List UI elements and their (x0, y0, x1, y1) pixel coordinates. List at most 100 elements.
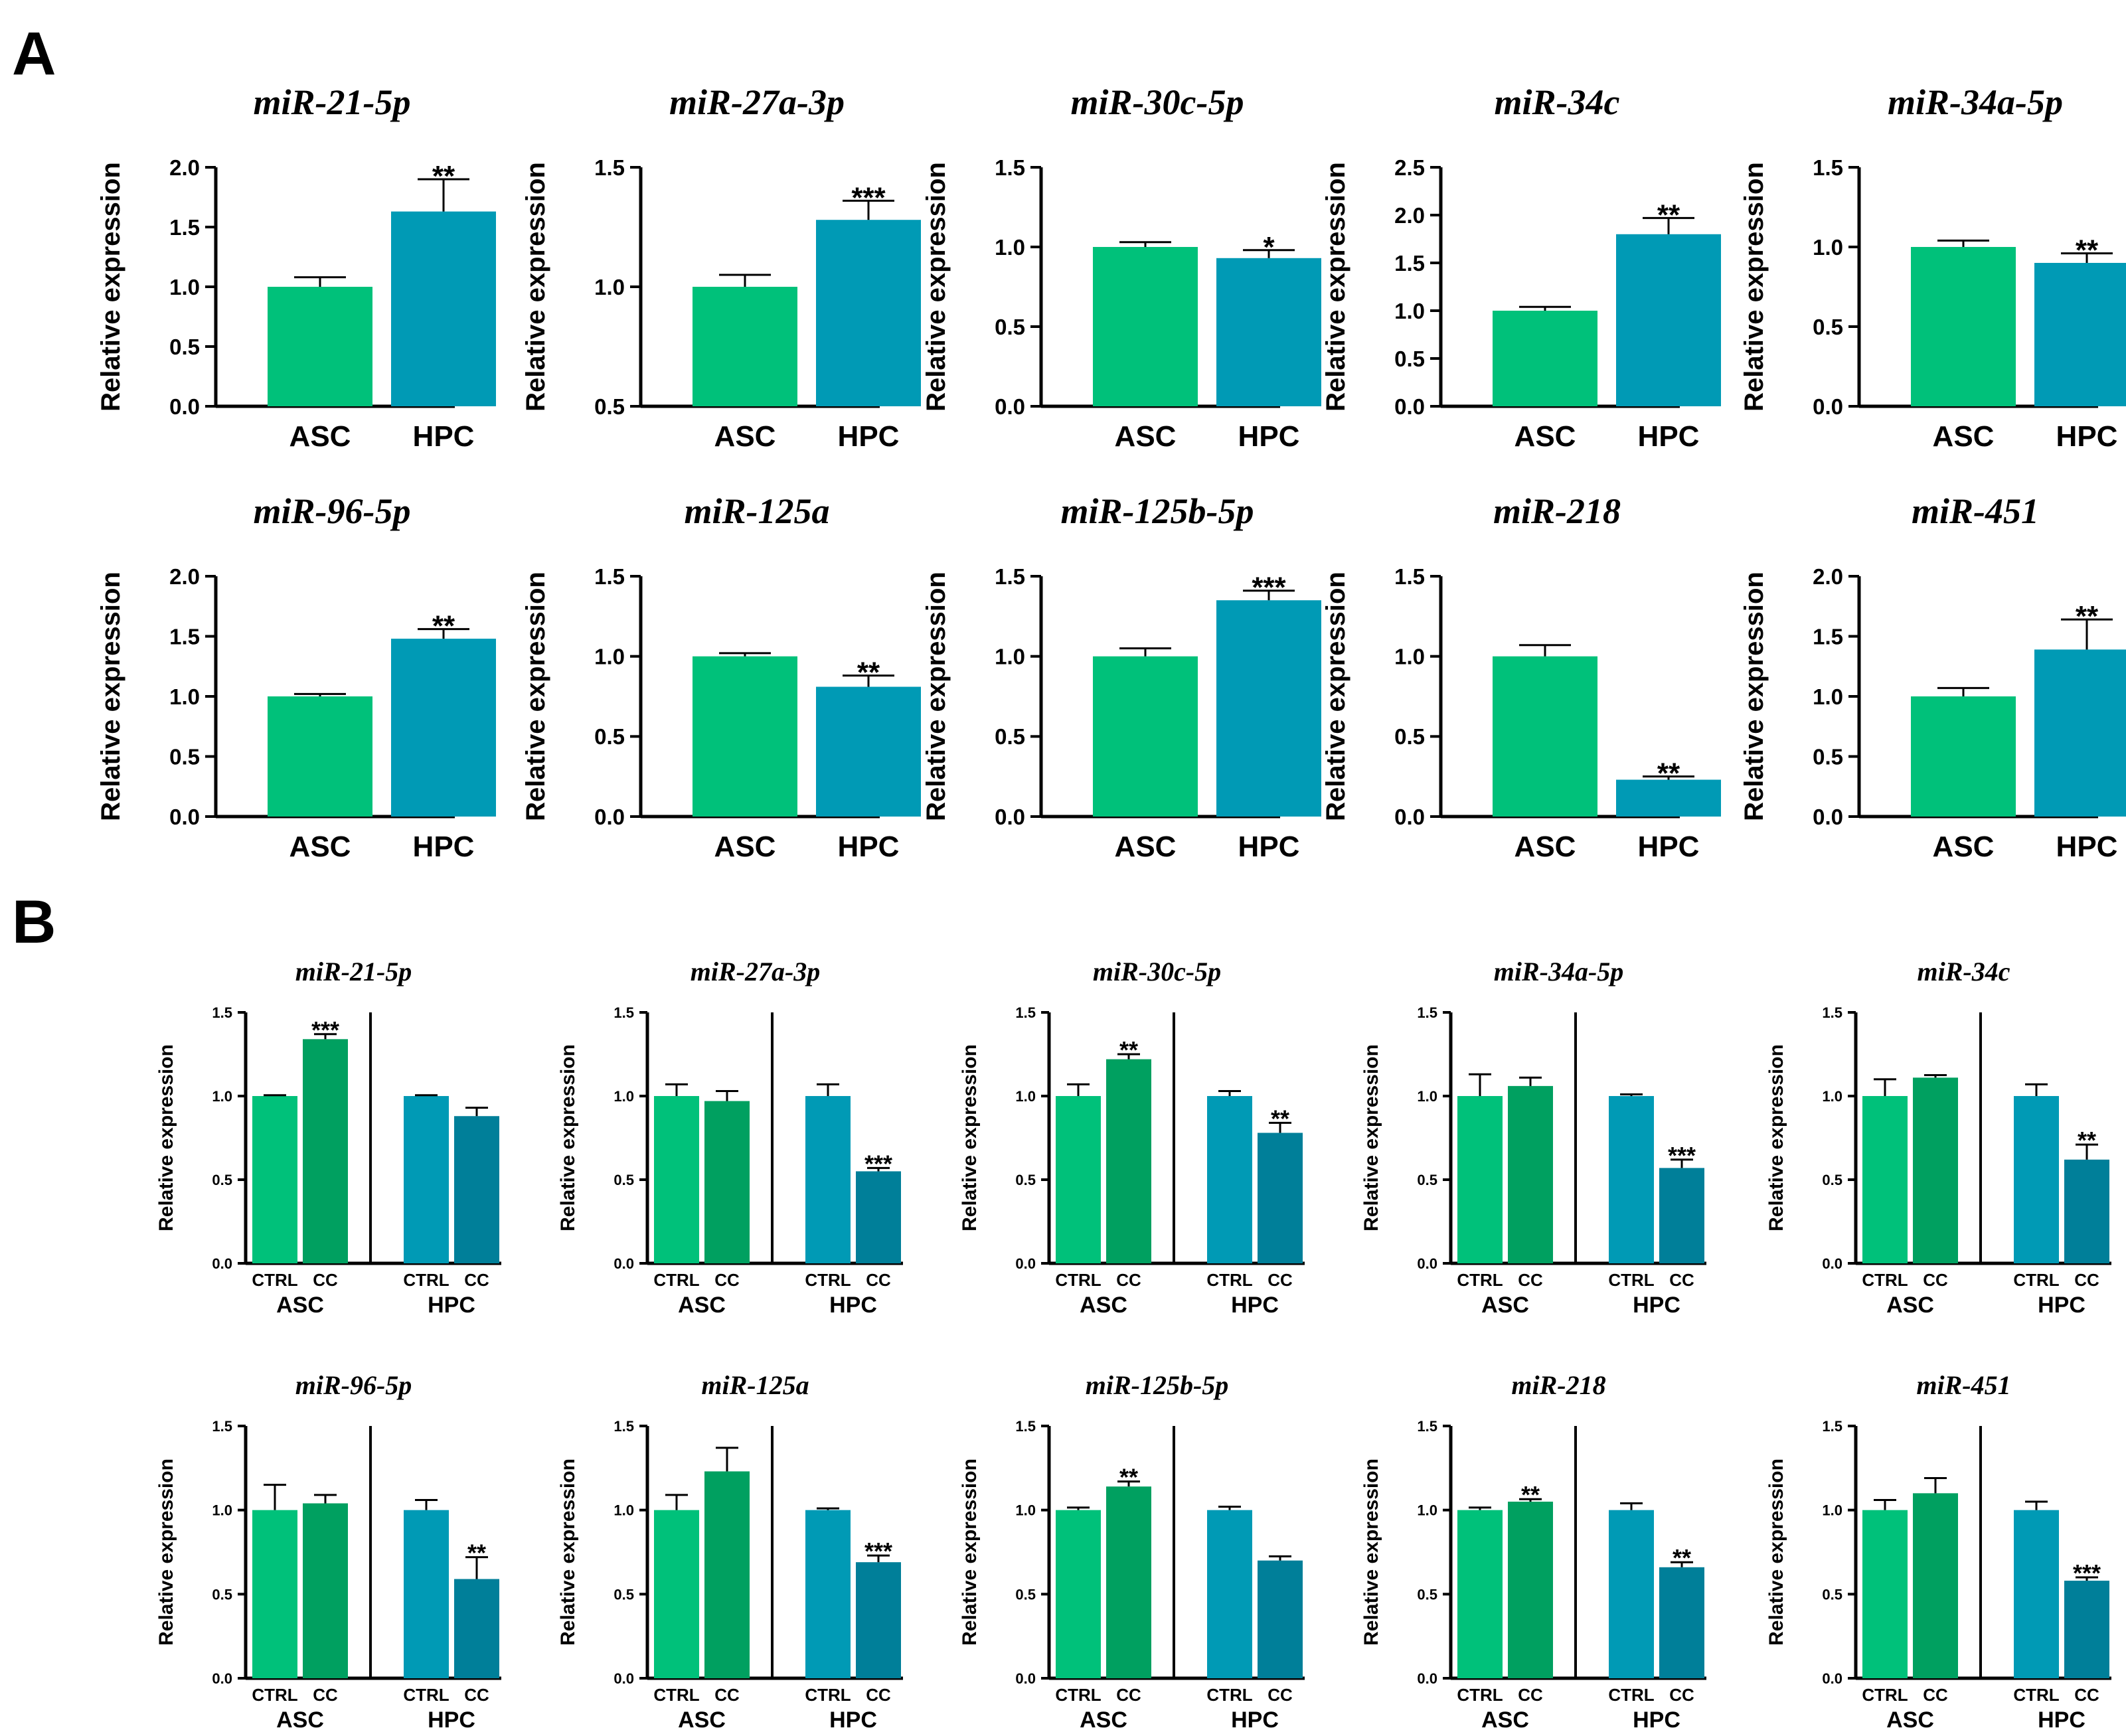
category-label: CC (714, 1685, 740, 1705)
significance-marker: *** (2073, 1559, 2101, 1587)
chart-title: miR-21-5p (254, 82, 411, 122)
category-label: ASC (1514, 420, 1576, 453)
y-axis-label: Relative expression (922, 572, 951, 821)
y-tick-label: 0.5 (995, 315, 1025, 339)
chart-title: miR-451 (1916, 1370, 2010, 1400)
y-axis-label: Relative expression (1321, 572, 1350, 821)
y-tick-label: 0.5 (1394, 724, 1425, 749)
bar (704, 1101, 750, 1263)
y-axis-label: Relative expression (557, 1459, 579, 1646)
y-tick-label: 0.0 (594, 805, 625, 829)
category-label: CTRL (1608, 1685, 1654, 1705)
y-tick-label: 0.0 (613, 1670, 634, 1687)
bar (816, 220, 921, 406)
y-tick-label: 0.5 (1417, 1172, 1437, 1188)
chart-title: miR-451 (1912, 491, 2039, 531)
category-label: CC (866, 1270, 891, 1290)
y-axis-label: Relative expression (1765, 1459, 1787, 1646)
y-tick-label: 2.0 (169, 564, 200, 589)
bar (1911, 696, 2016, 817)
y-tick-label: 1.5 (1822, 1418, 1842, 1435)
category-label: CC (1116, 1685, 1141, 1705)
y-tick-label: 1.5 (1015, 1004, 1036, 1021)
chart-b-mir-34c: miR-34c Relative expression 0.0 0.5 1.0 1.5 CT… (1765, 957, 2111, 1318)
bar (1056, 1096, 1101, 1263)
y-axis-label: Relative expression (155, 1044, 177, 1231)
significance-marker: ** (432, 160, 455, 193)
y-tick-label: 0.5 (613, 1586, 634, 1603)
bar (1216, 600, 1321, 817)
y-tick-label: 1.5 (1417, 1004, 1437, 1021)
bar (1093, 247, 1198, 406)
bar (2014, 1510, 2059, 1678)
y-tick-label: 0.5 (594, 394, 625, 419)
group-label: ASC (276, 1293, 324, 1318)
group-label: HPC (428, 1293, 475, 1318)
y-tick-label: 0.0 (1015, 1670, 1036, 1687)
group-label: ASC (1886, 1293, 1934, 1318)
category-label: HPC (413, 830, 475, 863)
y-tick-label: 1.5 (594, 564, 625, 589)
group-label: HPC (1231, 1707, 1279, 1733)
significance-marker: ** (1657, 198, 1680, 231)
bar (303, 1503, 348, 1678)
y-tick-label: 2.0 (1813, 564, 1843, 589)
y-tick-label: 0.0 (1394, 805, 1425, 829)
significance-marker: ** (1657, 757, 1680, 790)
bar (1862, 1096, 1908, 1263)
y-tick-label: 0.5 (1822, 1586, 1842, 1603)
category-label: CTRL (1457, 1685, 1503, 1705)
group-label: ASC (678, 1707, 726, 1733)
y-tick-label: 0.5 (1813, 744, 1843, 769)
bar (1911, 247, 2016, 406)
significance-marker: *** (1252, 572, 1286, 604)
chart-title: miR-125b-5p (1061, 491, 1254, 531)
chart-title: miR-34a-5p (1888, 82, 2063, 122)
y-tick-label: 0.5 (594, 724, 625, 749)
category-label: HPC (838, 830, 900, 863)
category-label: CTRL (252, 1270, 297, 1290)
y-axis-label: Relative expression (1740, 572, 1769, 821)
y-tick-label: 0.0 (613, 1255, 634, 1272)
y-tick-label: 1.5 (1015, 1418, 1036, 1435)
y-tick-label: 1.5 (995, 564, 1025, 589)
significance-marker: *** (311, 1016, 339, 1044)
y-tick-label: 0.5 (212, 1172, 232, 1188)
group-label: ASC (678, 1293, 726, 1318)
category-label: CC (1116, 1270, 1141, 1290)
category-label: ASC (714, 420, 776, 453)
category-label: CC (313, 1685, 338, 1705)
bar (693, 656, 797, 817)
y-tick-label: 0.0 (1813, 394, 1843, 419)
chart-title: miR-30c-5p (1093, 957, 1221, 986)
bar (1106, 1059, 1151, 1263)
panel-label-a: A (12, 20, 56, 88)
y-tick-label: 0.5 (212, 1586, 232, 1603)
significance-marker: ** (432, 610, 455, 643)
category-label: ASC (289, 420, 351, 453)
group-label: ASC (1481, 1707, 1529, 1733)
category-label: HPC (2056, 420, 2118, 453)
chart-a-mir-34a-5p: miR-34a-5p Relative expression 0.0 0.5 1.0 1.… (1740, 82, 2126, 453)
bar (391, 639, 496, 817)
group-label: HPC (829, 1707, 877, 1733)
category-label: CTRL (403, 1685, 449, 1705)
bar (1056, 1510, 1101, 1678)
category-label: ASC (714, 830, 776, 863)
y-tick-label: 0.5 (1822, 1172, 1842, 1188)
group-label: ASC (1886, 1707, 1934, 1733)
bar (2034, 649, 2126, 817)
chart-title: miR-218 (1511, 1370, 1605, 1400)
chart-title: miR-125a (701, 1370, 809, 1400)
y-tick-label: 0.5 (169, 335, 200, 359)
chart-b-mir-125a: miR-125a Relative expression 0.0 0.5 1.0 1.5 C… (557, 1370, 903, 1733)
y-tick-label: 1.5 (1822, 1004, 1842, 1021)
y-axis-label: Relative expression (1765, 1044, 1787, 1231)
chart-b-mir-451: miR-451 Relative expression 0.0 0.5 1.0 1.5 CT… (1765, 1370, 2111, 1733)
category-label: CTRL (653, 1270, 699, 1290)
bar (816, 686, 921, 817)
y-tick-label: 1.0 (1822, 1502, 1842, 1519)
category-label: ASC (1115, 830, 1177, 863)
y-tick-label: 0.0 (1417, 1670, 1437, 1687)
